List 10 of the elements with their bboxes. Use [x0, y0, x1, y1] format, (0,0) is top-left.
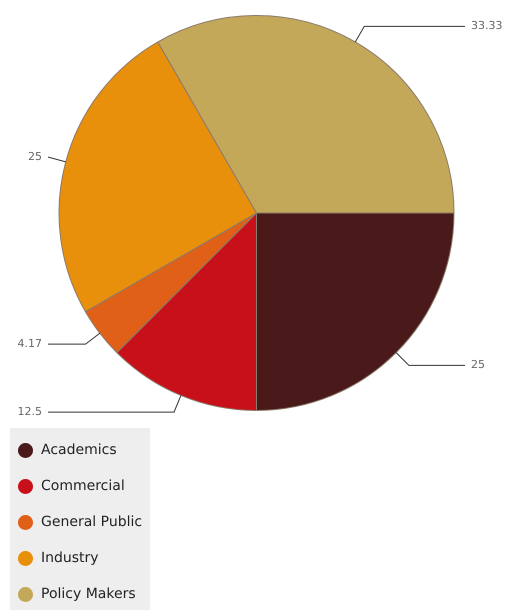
data-label: 25 [471, 358, 485, 372]
data-label: 4.17 [18, 337, 42, 350]
legend-label: Industry [41, 550, 99, 566]
legend-label: Policy Makers [41, 586, 136, 602]
legend-label: Commercial [41, 478, 125, 494]
legend-label: Academics [41, 442, 117, 458]
data-label: 25 [28, 150, 42, 164]
data-label: 12.5 [18, 404, 42, 418]
data-label: 33.33 [471, 19, 502, 32]
legend-label: General Public [41, 514, 142, 530]
